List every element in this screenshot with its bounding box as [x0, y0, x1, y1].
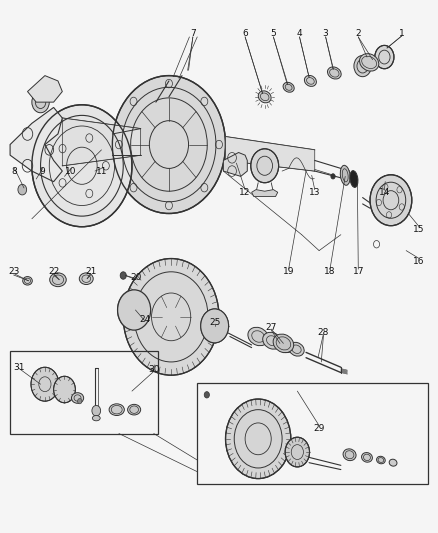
Ellipse shape	[258, 91, 271, 103]
Text: 9: 9	[40, 166, 46, 175]
Text: 23: 23	[8, 268, 19, 276]
Ellipse shape	[289, 342, 304, 356]
Circle shape	[32, 92, 49, 113]
Text: 3: 3	[323, 29, 328, 38]
Circle shape	[113, 76, 226, 214]
Ellipse shape	[277, 337, 294, 353]
Circle shape	[117, 290, 151, 330]
Text: 27: 27	[265, 323, 277, 332]
Circle shape	[53, 376, 75, 403]
Circle shape	[31, 367, 59, 401]
Text: 15: 15	[413, 225, 425, 234]
Circle shape	[226, 399, 291, 479]
Ellipse shape	[273, 334, 294, 353]
Polygon shape	[226, 136, 315, 171]
Text: 1: 1	[399, 29, 405, 38]
Text: 4: 4	[297, 29, 302, 38]
Text: 28: 28	[318, 328, 329, 337]
Text: 11: 11	[96, 166, 107, 175]
Text: 17: 17	[353, 268, 364, 276]
Text: 21: 21	[85, 268, 96, 276]
Text: 30: 30	[148, 366, 159, 374]
Ellipse shape	[350, 171, 358, 188]
Polygon shape	[223, 152, 247, 176]
Ellipse shape	[377, 456, 385, 464]
Ellipse shape	[23, 277, 32, 285]
Polygon shape	[10, 108, 62, 182]
Ellipse shape	[328, 67, 341, 79]
Ellipse shape	[79, 273, 93, 285]
Text: 19: 19	[283, 268, 294, 276]
Text: 25: 25	[209, 318, 220, 327]
Circle shape	[18, 184, 27, 195]
Circle shape	[78, 399, 82, 404]
Text: 2: 2	[356, 29, 361, 38]
Bar	[197, 383, 428, 484]
Polygon shape	[28, 76, 62, 102]
Ellipse shape	[343, 449, 356, 461]
Polygon shape	[252, 190, 278, 197]
Circle shape	[123, 259, 219, 375]
Ellipse shape	[283, 82, 294, 92]
Text: 14: 14	[379, 188, 390, 197]
Ellipse shape	[92, 416, 100, 421]
Circle shape	[331, 174, 335, 179]
Ellipse shape	[361, 453, 372, 462]
Circle shape	[285, 437, 310, 467]
Circle shape	[375, 45, 394, 69]
Text: 24: 24	[139, 315, 151, 324]
Text: 16: 16	[413, 257, 425, 265]
Text: 8: 8	[11, 166, 18, 175]
Circle shape	[92, 406, 101, 416]
Ellipse shape	[263, 332, 282, 349]
Ellipse shape	[340, 165, 350, 185]
Ellipse shape	[71, 393, 84, 403]
Text: 18: 18	[324, 268, 336, 276]
Circle shape	[204, 392, 209, 398]
Text: 10: 10	[65, 166, 77, 175]
Ellipse shape	[360, 54, 379, 71]
Circle shape	[370, 175, 412, 225]
Ellipse shape	[127, 405, 141, 415]
Ellipse shape	[389, 459, 397, 466]
Text: 22: 22	[48, 268, 59, 276]
Circle shape	[251, 149, 279, 183]
Text: 13: 13	[309, 188, 321, 197]
Ellipse shape	[109, 404, 124, 416]
Circle shape	[201, 309, 229, 343]
Circle shape	[32, 105, 132, 227]
Text: 7: 7	[190, 29, 196, 38]
Ellipse shape	[248, 327, 268, 346]
Polygon shape	[62, 118, 141, 166]
Text: 5: 5	[271, 29, 276, 38]
Circle shape	[354, 55, 371, 77]
Circle shape	[120, 272, 126, 279]
Text: 20: 20	[131, 272, 142, 281]
Text: 29: 29	[314, 424, 325, 433]
Text: 31: 31	[13, 363, 25, 372]
Ellipse shape	[49, 273, 66, 287]
Text: 6: 6	[242, 29, 248, 38]
Text: 12: 12	[240, 188, 251, 197]
Ellipse shape	[304, 76, 316, 86]
